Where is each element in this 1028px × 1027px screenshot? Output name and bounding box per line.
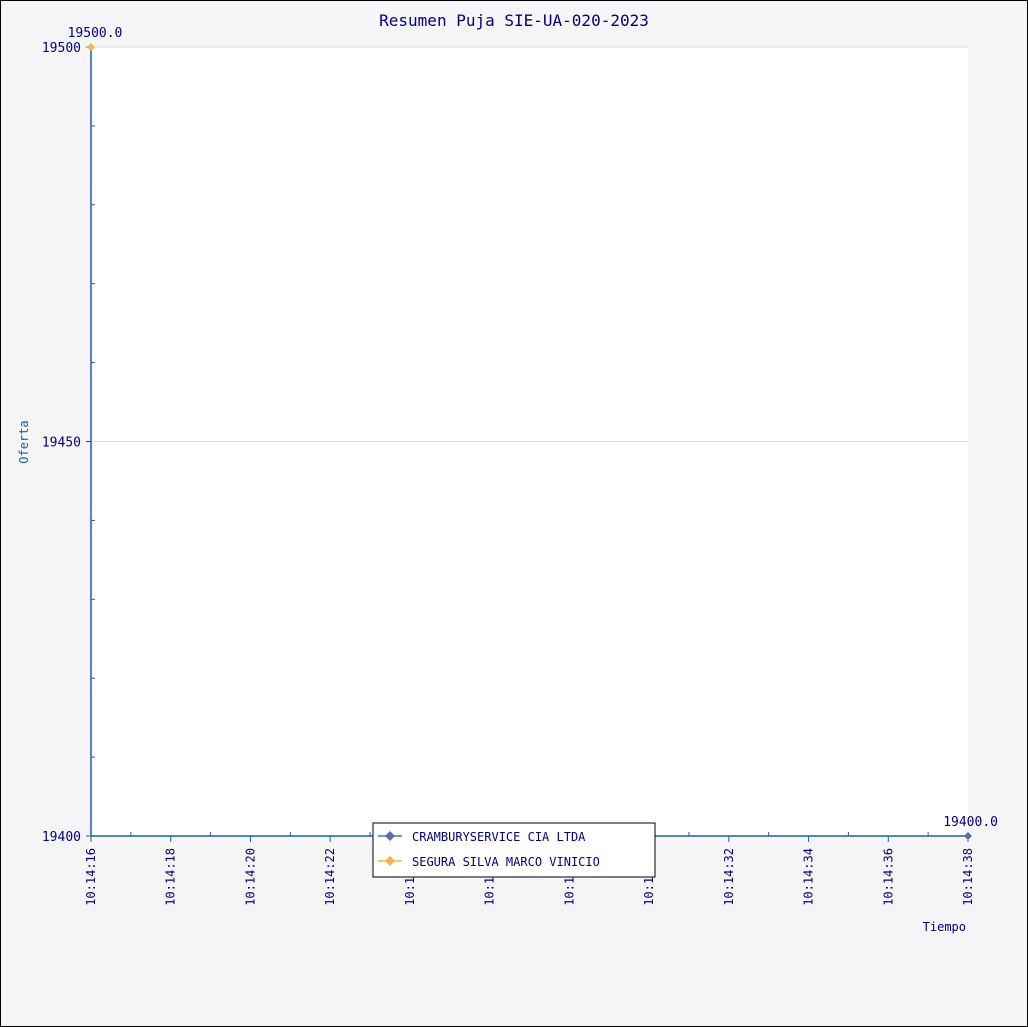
x-tick-label: 10:14:34 xyxy=(802,848,816,906)
legend-item-cramburyservice: CRAMBURYSERVICE CIA LTDA xyxy=(378,830,586,844)
x-tick-label: 10:14:38 xyxy=(961,848,975,906)
legend-label-segura-silva: SEGURA SILVA MARCO VINICIO xyxy=(412,855,600,869)
grid-lines xyxy=(91,46,968,442)
legend-marker-segura-silva xyxy=(385,856,395,866)
x-tick-label: 10:14:18 xyxy=(164,848,178,906)
data-point-series-0 xyxy=(964,832,972,840)
data-label-series-0: 19400.0 xyxy=(943,815,998,830)
x-axis-title: Tiempo xyxy=(923,920,966,934)
legend-marker-cramburyservice xyxy=(385,831,395,841)
legend-box xyxy=(372,822,656,878)
legend-item-segura-silva: SEGURA SILVA MARCO VINICIO xyxy=(378,855,600,869)
legend: CRAMBURYSERVICE CIA LTDA SEGURA SILVA MA… xyxy=(372,822,656,878)
x-tick-label: 10:14:32 xyxy=(722,848,736,906)
x-tick-label: 10:14:22 xyxy=(323,848,337,906)
data-point-series-1 xyxy=(87,43,95,51)
data-label-series-1: 19500.0 xyxy=(68,26,123,41)
y-tick-label: 19400 xyxy=(42,830,81,845)
data-marks: 19400.0 19500.0 xyxy=(68,26,998,840)
x-tick-label: 10:14:16 xyxy=(84,848,98,906)
y-tick-label: 19450 xyxy=(42,436,81,451)
x-tick-label: 10:14:36 xyxy=(881,848,895,906)
chart-title: Resumen Puja SIE-UA-020-2023 xyxy=(379,11,649,30)
y-tick-label: 19500 xyxy=(42,41,81,56)
y-axis-title: Oferta xyxy=(17,420,31,463)
x-tick-label: 10:14:20 xyxy=(243,848,257,906)
legend-label-cramburyservice: CRAMBURYSERVICE CIA LTDA xyxy=(412,830,586,844)
